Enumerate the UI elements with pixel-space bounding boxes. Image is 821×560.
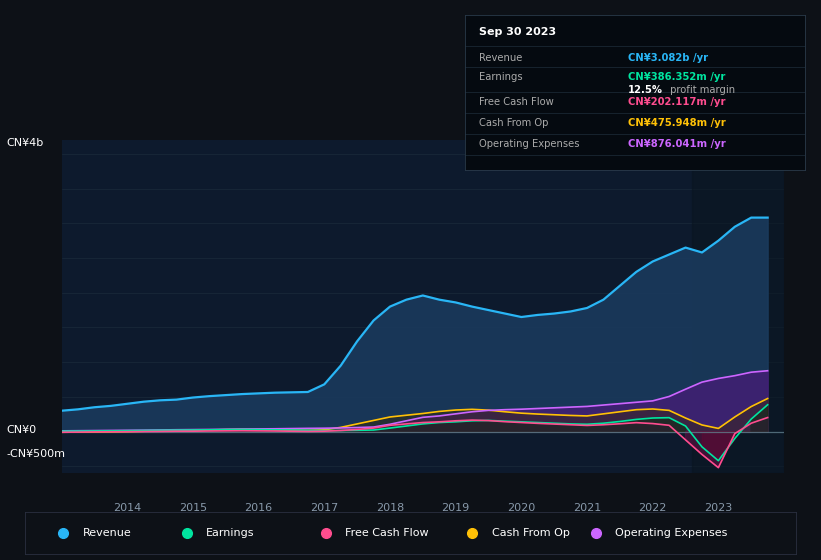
Text: Sep 30 2023: Sep 30 2023 bbox=[479, 27, 556, 38]
Text: 2014: 2014 bbox=[113, 503, 141, 513]
Text: 2022: 2022 bbox=[639, 503, 667, 513]
Text: CN¥876.041m /yr: CN¥876.041m /yr bbox=[628, 139, 726, 150]
Text: 2023: 2023 bbox=[704, 503, 732, 513]
Text: CN¥4b: CN¥4b bbox=[7, 138, 44, 148]
Text: CN¥475.948m /yr: CN¥475.948m /yr bbox=[628, 118, 726, 128]
Text: -CN¥500m: -CN¥500m bbox=[7, 449, 66, 459]
Text: Operating Expenses: Operating Expenses bbox=[479, 139, 579, 150]
Text: profit margin: profit margin bbox=[667, 85, 736, 95]
Text: Revenue: Revenue bbox=[479, 53, 522, 63]
Text: Cash From Op: Cash From Op bbox=[479, 118, 548, 128]
Text: CN¥3.082b /yr: CN¥3.082b /yr bbox=[628, 53, 709, 63]
Bar bbox=[692, 140, 784, 473]
Text: Revenue: Revenue bbox=[83, 529, 131, 538]
Text: Free Cash Flow: Free Cash Flow bbox=[345, 529, 429, 538]
Text: Operating Expenses: Operating Expenses bbox=[615, 529, 727, 538]
Text: 2021: 2021 bbox=[573, 503, 601, 513]
Text: Earnings: Earnings bbox=[206, 529, 255, 538]
Text: 2015: 2015 bbox=[179, 503, 207, 513]
Text: 2018: 2018 bbox=[376, 503, 404, 513]
Text: CN¥202.117m /yr: CN¥202.117m /yr bbox=[628, 97, 726, 107]
Text: CN¥386.352m /yr: CN¥386.352m /yr bbox=[628, 72, 726, 82]
Text: CN¥0: CN¥0 bbox=[7, 425, 37, 435]
Text: 2017: 2017 bbox=[310, 503, 338, 513]
Text: 2016: 2016 bbox=[245, 503, 273, 513]
Text: 2020: 2020 bbox=[507, 503, 535, 513]
Text: 12.5%: 12.5% bbox=[628, 85, 663, 95]
Text: Earnings: Earnings bbox=[479, 72, 522, 82]
Text: Free Cash Flow: Free Cash Flow bbox=[479, 97, 553, 107]
Text: 2019: 2019 bbox=[442, 503, 470, 513]
Text: Cash From Op: Cash From Op bbox=[492, 529, 570, 538]
